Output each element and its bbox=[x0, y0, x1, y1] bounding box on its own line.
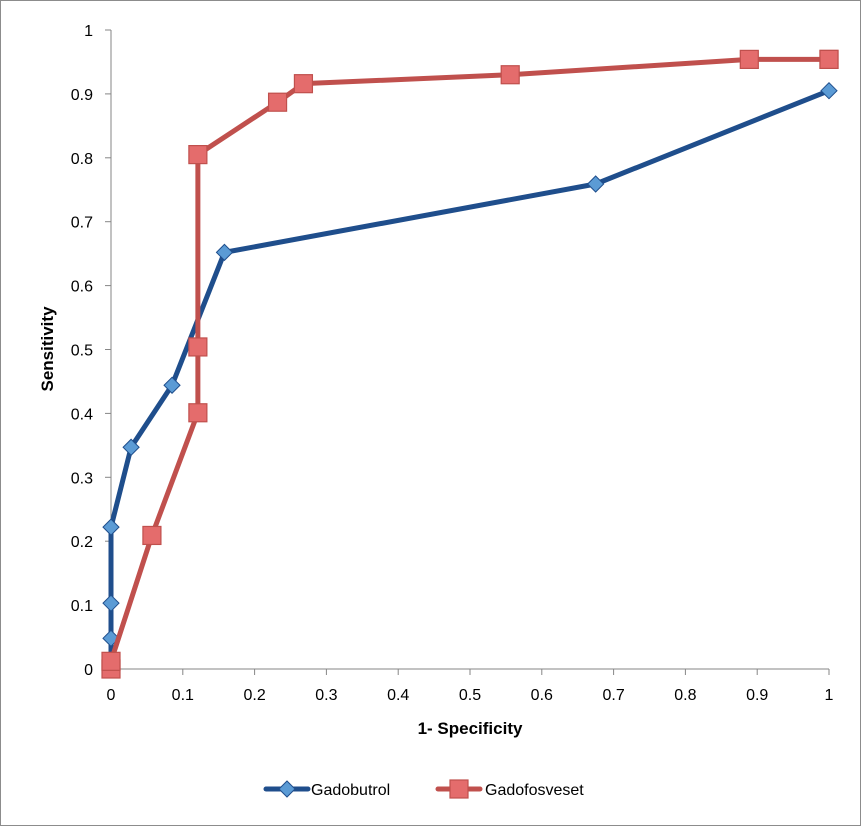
gadobutrol-point bbox=[163, 376, 181, 394]
legend-item-gadofosveset: Gadofosveset bbox=[435, 779, 584, 799]
series-gadofosveset bbox=[101, 49, 839, 679]
gadofosveset-line bbox=[108, 56, 832, 672]
y-tick-label: 0.6 bbox=[71, 279, 93, 296]
x-tick-label: 0.8 bbox=[674, 687, 696, 704]
legend-gadobutrol-label: Gadobutrol bbox=[311, 782, 390, 799]
x-tick-label: 0 bbox=[107, 687, 116, 704]
gadobutrol-point bbox=[102, 518, 120, 536]
gadofosveset-point bbox=[188, 337, 208, 357]
gadofosveset-point bbox=[819, 49, 839, 69]
y-tick-label: 0.7 bbox=[71, 215, 93, 232]
x-axis-title: 1- Specificity bbox=[418, 719, 523, 738]
gadofosveset-point bbox=[142, 525, 162, 546]
gadobutrol-point bbox=[586, 175, 605, 193]
y-tick-label: 0.2 bbox=[71, 534, 93, 551]
legend-item-gadobutrol: Gadobutrol bbox=[263, 780, 390, 799]
x-tick-label: 0.3 bbox=[315, 687, 337, 704]
axes: 0 0.1 0.2 0.3 0.4 0.5 0.6 0.7 0.8 0.9 1 0 0.1 0.2 0.3 0… bbox=[71, 23, 834, 704]
y-tick-label: 0.5 bbox=[71, 343, 93, 360]
gadofosveset-point bbox=[101, 651, 121, 671]
y-axis-title: Sensitivity bbox=[38, 306, 57, 392]
series-gadobutrol bbox=[102, 81, 838, 678]
x-tick-label: 0.4 bbox=[387, 687, 409, 704]
gadofosveset-point bbox=[293, 74, 314, 94]
gadobutrol-point bbox=[122, 438, 140, 456]
y-tick-label: 0.3 bbox=[71, 470, 93, 487]
gadobutrol-point bbox=[215, 243, 234, 262]
y-tick-label: 0.4 bbox=[71, 406, 93, 423]
x-tick-label: 0.5 bbox=[459, 687, 481, 704]
y-tick-label: 0.8 bbox=[71, 151, 93, 168]
gadobutrol-point bbox=[102, 594, 120, 612]
gadobutrol-line bbox=[108, 88, 832, 672]
x-tick-label: 0.7 bbox=[602, 687, 624, 704]
legend-gadobutrol-marker bbox=[278, 780, 296, 798]
x-tick-label: 0.1 bbox=[172, 687, 194, 704]
gadofosveset-point bbox=[739, 49, 759, 69]
y-tick-label: 0 bbox=[84, 662, 93, 679]
legend-gadofosveset-label: Gadofosveset bbox=[485, 782, 584, 799]
legend-gadofosveset-marker bbox=[449, 779, 469, 799]
x-tick-label: 0.6 bbox=[531, 687, 553, 704]
y-tick-label: 1 bbox=[84, 23, 93, 40]
gadofosveset-point bbox=[188, 403, 208, 423]
legend: Gadobutrol Gadofosveset bbox=[263, 779, 584, 799]
gadofosveset-point bbox=[267, 92, 288, 112]
series-layer bbox=[101, 49, 839, 679]
y-tick-label: 0.9 bbox=[71, 87, 93, 104]
x-tick-label: 1 bbox=[825, 687, 834, 704]
gadobutrol-point bbox=[820, 81, 838, 100]
y-tick-label: 0.1 bbox=[71, 598, 93, 615]
gadofosveset-point bbox=[188, 145, 208, 165]
x-tick-label: 0.9 bbox=[746, 687, 768, 704]
x-tick-label: 0.2 bbox=[243, 687, 265, 704]
gadofosveset-point bbox=[500, 65, 520, 85]
